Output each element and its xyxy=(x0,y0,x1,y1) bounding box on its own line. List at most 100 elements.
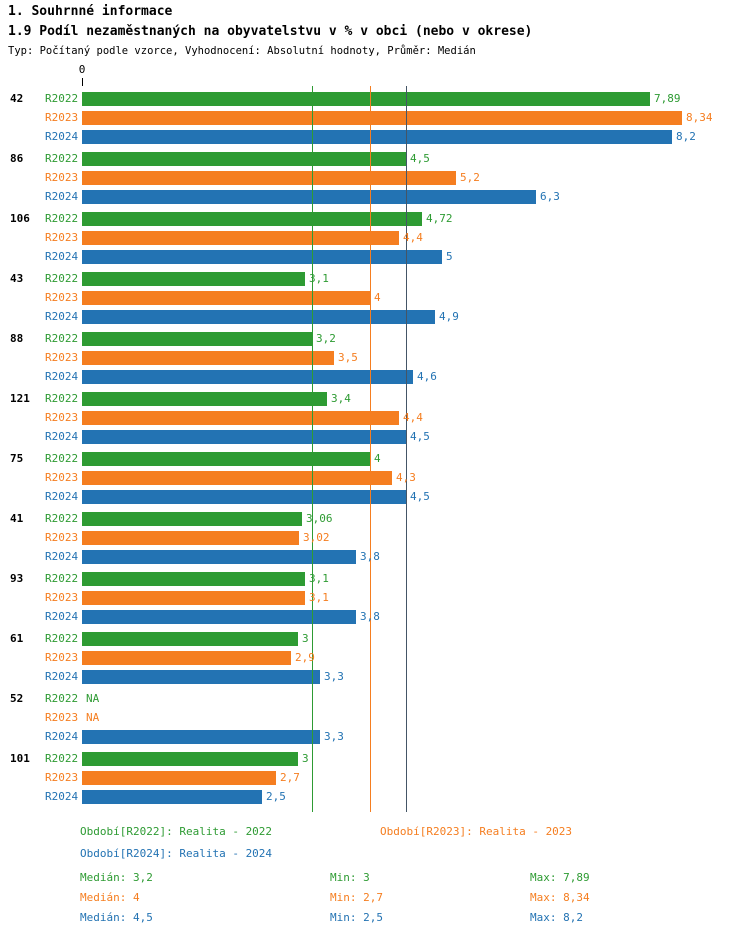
series-label: R2024 xyxy=(45,670,79,683)
stat-median-r2023: Medián: 4 xyxy=(80,891,140,904)
bar xyxy=(82,550,356,564)
bar-value-label: 5 xyxy=(446,250,453,263)
series-label: R2022 xyxy=(45,692,79,705)
bar xyxy=(82,92,650,106)
series-label: R2024 xyxy=(45,370,79,383)
series-label: R2024 xyxy=(45,550,79,563)
bar xyxy=(82,250,442,264)
series-label: R2023 xyxy=(45,771,79,784)
series-label: R2023 xyxy=(45,531,79,544)
bar xyxy=(82,171,456,185)
bar-value-label: 3,2 xyxy=(316,332,336,345)
bar xyxy=(82,190,536,204)
bar-value-label: 3,5 xyxy=(338,351,358,364)
series-label: R2023 xyxy=(45,411,79,424)
legend-item-r2024: Období[R2024]: Realita - 2024 xyxy=(80,847,273,860)
chart-title: 1.9 Podíl nezaměstnaných na obyvatelstvu… xyxy=(8,24,533,39)
group-label: 88 xyxy=(10,332,24,345)
bar xyxy=(82,392,327,406)
bar-value-label: 4,4 xyxy=(403,231,423,244)
bar xyxy=(82,411,399,425)
series-label: R2022 xyxy=(45,392,79,405)
group-label: 106 xyxy=(10,212,30,225)
bar xyxy=(82,310,435,324)
stat-min-r2024: Min: 2,5 xyxy=(330,911,383,924)
series-label: R2023 xyxy=(45,111,79,124)
series-label: R2023 xyxy=(45,471,79,484)
bar xyxy=(82,370,413,384)
bar xyxy=(82,752,298,766)
bar-value-label: 8,34 xyxy=(686,111,713,124)
group-label: 41 xyxy=(10,512,24,525)
series-label: R2023 xyxy=(45,171,79,184)
bar-value-label: 4,5 xyxy=(410,430,430,443)
bar xyxy=(82,670,320,684)
bar-value-label: 3,3 xyxy=(324,670,344,683)
bar-value-label: 4,3 xyxy=(396,471,416,484)
series-label: R2022 xyxy=(45,452,79,465)
bar-value-label: 3,8 xyxy=(360,550,380,563)
group-label: 121 xyxy=(10,392,30,405)
section-title: 1. Souhrnné informace xyxy=(8,4,173,19)
bar xyxy=(82,610,356,624)
bar-value-label: NA xyxy=(86,711,100,724)
median-line xyxy=(370,86,371,812)
bar-value-label: NA xyxy=(86,692,100,705)
bar xyxy=(82,790,262,804)
bar xyxy=(82,212,422,226)
series-label: R2024 xyxy=(45,790,79,803)
bar-value-label: 4,5 xyxy=(410,152,430,165)
bar-value-label: 3 xyxy=(302,752,309,765)
series-label: R2023 xyxy=(45,291,79,304)
bar-value-label: 3,8 xyxy=(360,610,380,623)
series-label: R2022 xyxy=(45,92,79,105)
group-label: 43 xyxy=(10,272,24,285)
bar-value-label: 3,1 xyxy=(309,591,329,604)
median-line xyxy=(312,86,313,812)
bar xyxy=(82,471,392,485)
series-label: R2022 xyxy=(45,572,79,585)
bar-value-label: 3,02 xyxy=(303,531,330,544)
group-label: 86 xyxy=(10,152,24,165)
bar xyxy=(82,730,320,744)
bar-value-label: 4,72 xyxy=(426,212,453,225)
bar-value-label: 3,06 xyxy=(306,512,333,525)
bar-value-label: 3,3 xyxy=(324,730,344,743)
bar xyxy=(82,291,370,305)
bar xyxy=(82,531,299,545)
bar-value-label: 4 xyxy=(374,291,381,304)
series-label: R2024 xyxy=(45,250,79,263)
stat-max-r2023: Max: 8,34 xyxy=(530,891,590,904)
legend-item-r2022: Období[R2022]: Realita - 2022 xyxy=(80,825,273,838)
bar-value-label: 3 xyxy=(302,632,309,645)
bar-value-label: 4,5 xyxy=(410,490,430,503)
series-label: R2024 xyxy=(45,610,79,623)
legend-item-r2023: Období[R2023]: Realita - 2023 xyxy=(380,825,573,838)
bar xyxy=(82,152,406,166)
series-label: R2024 xyxy=(45,190,79,203)
series-label: R2022 xyxy=(45,332,79,345)
bar-value-label: 6,3 xyxy=(540,190,560,203)
bar xyxy=(82,430,406,444)
series-label: R2022 xyxy=(45,512,79,525)
group-label: 75 xyxy=(10,452,24,465)
bar-value-label: 4 xyxy=(374,452,381,465)
group-label: 93 xyxy=(10,572,24,585)
series-label: R2023 xyxy=(45,231,79,244)
stat-max-r2022: Max: 7,89 xyxy=(530,871,590,884)
group-label: 52 xyxy=(10,692,24,705)
bar xyxy=(82,771,276,785)
bar xyxy=(82,130,672,144)
bar xyxy=(82,651,291,665)
group-label: 42 xyxy=(10,92,24,105)
series-label: R2022 xyxy=(45,272,79,285)
bar-value-label: 3,1 xyxy=(309,272,329,285)
bar xyxy=(82,572,305,586)
bar xyxy=(82,351,334,365)
stat-min-r2023: Min: 2,7 xyxy=(330,891,383,904)
bar-value-label: 4,9 xyxy=(439,310,459,323)
bar-value-label: 7,89 xyxy=(654,92,681,105)
bar-value-label: 3,4 xyxy=(331,392,351,405)
